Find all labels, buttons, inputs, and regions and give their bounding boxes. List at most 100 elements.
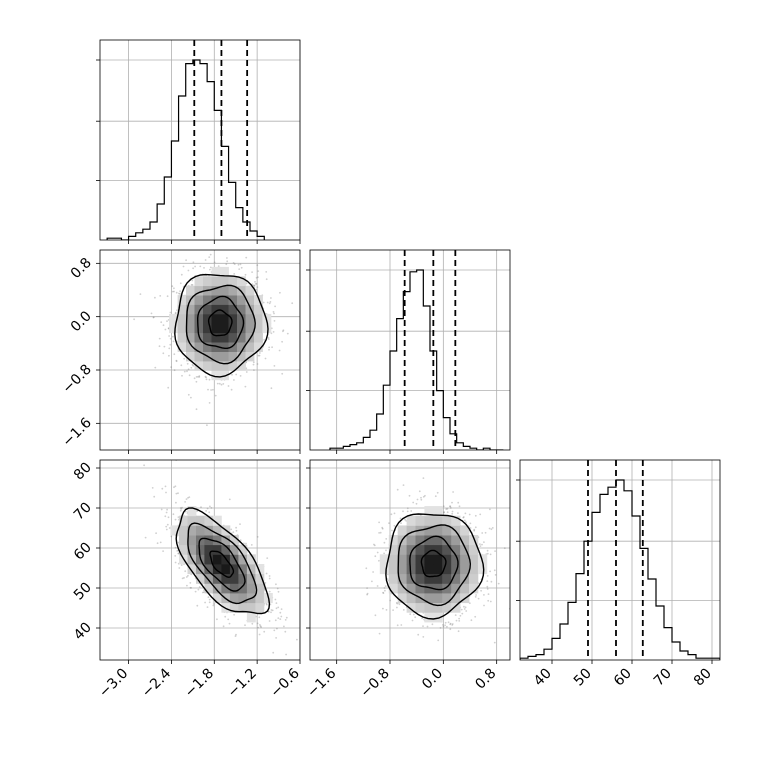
density-cell [211,295,221,305]
sample-point [283,625,285,628]
sample-point [494,574,497,576]
density-cell [397,583,407,594]
histogram-steps [520,479,720,660]
sample-point [222,625,225,628]
sample-point [252,361,255,364]
density-cell [406,515,416,526]
sample-point [164,328,167,331]
sample-point [198,586,201,588]
density-cell [220,266,229,277]
sample-point [233,613,236,616]
density-cell [238,544,248,555]
density-cell [245,342,255,352]
sample-point [186,370,188,373]
density-cell [397,593,407,604]
sample-point [190,284,193,286]
density-cell [228,313,238,324]
sample-point [416,498,419,501]
density-cell [388,583,399,594]
sample-point [179,282,182,285]
y-tick-label: 80 [71,460,95,484]
density-cell [187,564,197,575]
sample-point [267,338,270,340]
sample-point [373,544,376,547]
density-cell [211,276,221,287]
density-cell [433,593,443,604]
sample-point [166,508,169,511]
density-cell [186,285,195,296]
sample-point [275,583,277,586]
sample-point [270,611,272,614]
sample-point [168,347,171,350]
sample-point [179,507,182,509]
sample-point [197,588,200,591]
density-cell [211,313,221,324]
density-cell [237,276,246,287]
sample-point [174,311,177,314]
density-cell [211,342,221,352]
density-cell [397,554,407,565]
sample-point [412,501,415,504]
sample-point [383,587,386,589]
sample-point [194,265,197,268]
sample-point [166,320,168,322]
sample-point [393,512,396,515]
sample-point [187,497,189,499]
panel-frame [519,459,721,661]
sample-point [180,564,183,566]
density-cell [203,295,212,305]
density-cell [424,612,434,623]
sample-point [392,609,394,611]
sample-point [378,559,380,562]
sample-point [179,290,182,293]
sample-point [488,527,491,530]
sample-point [486,588,489,590]
sample-point [280,615,283,618]
density-cell [451,544,461,555]
x-tick-label: −0.8 [357,666,392,701]
sample-point [280,608,283,610]
density-cell [170,525,180,536]
sample-point [503,547,506,550]
sample-point [420,498,423,501]
sample-point [262,301,265,304]
sample-point [230,388,233,391]
sample-point [383,552,385,555]
sample-point [210,507,213,509]
sample-point [209,268,211,271]
sample-point [267,336,270,339]
density-cell [177,342,187,352]
sample-point [489,553,492,556]
sample-point [296,638,298,641]
density-cell [194,342,204,352]
density-cell [177,295,187,305]
density-cell [451,573,461,584]
density-cell [397,544,407,555]
sample-point [410,510,413,512]
sample-point [257,354,260,357]
panel-frame [309,249,511,451]
sample-point [263,630,266,633]
sample-point [265,603,268,606]
sample-point [158,345,161,348]
histogram-panel-p1 [306,249,511,451]
sample-point [451,623,454,625]
sample-point [198,375,201,377]
density-cell [228,323,238,334]
sample-point [426,625,429,628]
sample-point [189,586,192,589]
sample-point [373,543,375,546]
sample-point [255,283,258,285]
sample-point [487,599,490,602]
sample-point [408,494,411,497]
x-tick-label: −0.6 [267,665,302,700]
sample-point [244,273,247,276]
density-cell [169,313,178,324]
sample-point [474,514,477,517]
contour-level-2 [397,524,472,607]
sample-point [181,506,184,509]
density-cell [194,351,204,362]
y-axis-p2: 40 50 60 70 80 [71,460,100,643]
sample-point [390,513,393,516]
density-cell [204,544,214,555]
